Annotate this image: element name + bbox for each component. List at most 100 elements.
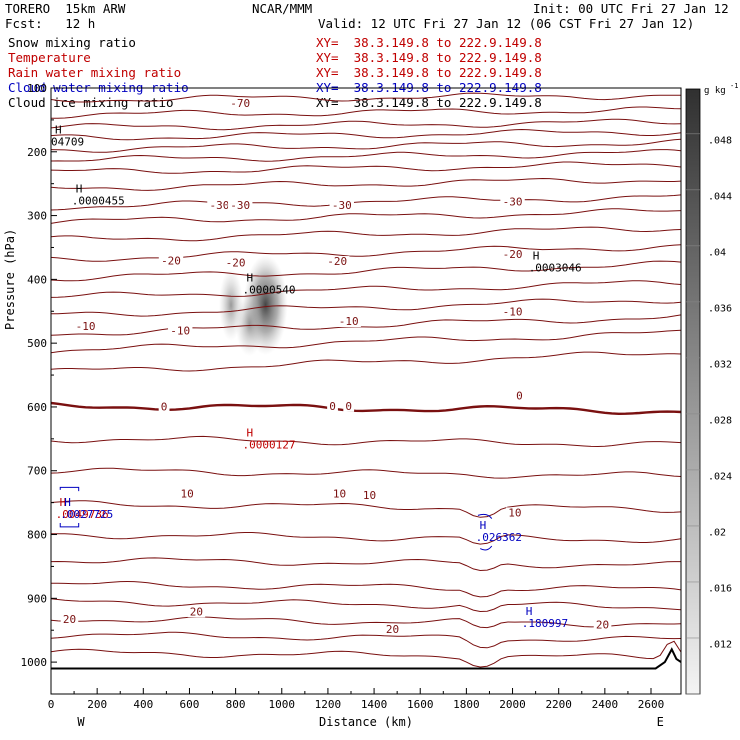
isotherm-label: 0	[516, 390, 523, 403]
isotherm-line	[51, 298, 682, 317]
isotherm-line	[51, 580, 682, 598]
isotherm-line	[50, 532, 682, 545]
y-tick-label: 600	[27, 401, 47, 414]
maximum-h-marker: H	[64, 496, 71, 509]
terrain-line	[51, 647, 682, 670]
field-name-rain: Rain water mixing ratio	[8, 65, 182, 80]
isotherm-line	[50, 161, 682, 174]
isotherm-label: 0	[345, 400, 352, 413]
colorbar-tick-label: .044	[708, 191, 732, 202]
isotherm-label: -10	[76, 320, 96, 333]
colorbar-unit: g kg	[704, 86, 726, 96]
field-maxima-labels: H.0000455H.0000540H.0003046H.0000127H.02…	[51, 123, 582, 630]
isotherm-label-bg	[514, 390, 525, 402]
maximum-h-marker: H	[533, 250, 540, 263]
cloud-water-contour-b	[479, 545, 493, 551]
x-tick-label: 400	[133, 698, 153, 711]
isotherm-label-bg	[207, 199, 232, 211]
maximum-value-label: .0000540	[243, 283, 296, 296]
colorbar-tick-label: .012	[708, 640, 732, 651]
maximum-h-marker: H	[526, 605, 533, 618]
y-tick-label: 700	[27, 465, 47, 478]
isotherm-label: -20	[327, 255, 347, 268]
isotherm-label-bg	[158, 401, 170, 413]
colorbar: .012 .016 .02 .024 .028 .032 .036 .04 .044 .048 g …	[685, 82, 738, 695]
isotherm-line	[50, 280, 682, 298]
isotherm-label-bg	[593, 619, 612, 631]
isotherm-label: -10	[339, 315, 359, 328]
isotherm-label-bg	[158, 255, 184, 267]
isotherm-line	[50, 128, 682, 141]
isotherm-line	[50, 435, 682, 448]
isotherm-label: 10	[363, 489, 376, 502]
colorbar-tick-label: .024	[708, 472, 732, 483]
isotherm-label-bg	[324, 256, 350, 268]
maximum-h-marker: H	[247, 426, 254, 439]
isotherm-line	[50, 557, 681, 572]
x-tick-label: 2000	[499, 698, 526, 711]
isotherm-label-bg	[383, 624, 402, 636]
plot-border	[50, 87, 682, 695]
init-time: Init: 00 UTC Fri 27 Jan 12	[533, 1, 729, 16]
cloud-water-contour-a	[477, 513, 493, 519]
isotherm-line	[50, 351, 682, 372]
west-endpoint-label: W	[77, 715, 85, 729]
isotherm-label-bg	[329, 199, 354, 211]
isotherm-label-bg	[228, 97, 253, 109]
isotherm-label-bg	[330, 488, 349, 500]
maximum-value-label: 04709	[51, 135, 84, 148]
valid-time: Valid: 12 UTC Fri 27 Jan 12 (06 CST Fri …	[318, 16, 695, 31]
y-tick-label: 100	[27, 82, 47, 95]
y-tick-label: 1000	[21, 656, 48, 669]
field-name-cloud-water: Cloud water mixing ratio	[8, 80, 189, 95]
snow-mixing-ratio-shading	[219, 254, 288, 357]
x-tick-label: 1400	[361, 698, 388, 711]
maximum-value-label: .026362	[476, 531, 522, 544]
maximum-value-label: .0049736	[56, 508, 109, 521]
isotherm-label-bg	[500, 306, 525, 318]
isotherm-line	[50, 467, 682, 479]
x-tick-label: 200	[87, 698, 107, 711]
isotherm-label: -30	[503, 196, 523, 209]
isotherm-label-bg	[500, 196, 525, 208]
isotherm-label-bg	[506, 507, 524, 519]
isotherm-label: -10	[503, 305, 523, 318]
isotherm-label: -20	[226, 256, 246, 269]
colorbar-tick-label: .032	[708, 359, 732, 370]
isotherm-label: 20	[63, 613, 76, 626]
x-tick-label: 1600	[407, 698, 434, 711]
isotherm-label-bg	[327, 400, 338, 412]
isotherm-label-bg	[178, 488, 196, 500]
x-tick-label: 2200	[545, 698, 572, 711]
isotherm-line	[50, 244, 682, 262]
maximum-value-label: .180997	[522, 617, 568, 630]
isotherm-label-bg	[500, 249, 525, 261]
x-tick-label: 800	[226, 698, 246, 711]
isotherm-label-bg	[60, 613, 79, 625]
isotherm-line	[50, 138, 682, 153]
maximum-value-label: .0003046	[529, 262, 582, 275]
maximum-value-label: .0027725	[60, 508, 113, 521]
colorbar-tick-label: .016	[708, 584, 732, 595]
east-endpoint-label: E	[657, 715, 664, 729]
isotherm-label: 10	[181, 487, 194, 500]
field-name-cloud-ice: Cloud ice mixing ratio	[8, 95, 174, 110]
isotherm-label: -70	[230, 97, 250, 110]
isotherm-line	[50, 92, 681, 103]
isotherm-label-bg	[73, 321, 98, 333]
y-tick-label: 900	[27, 592, 47, 605]
isotherm-line	[50, 640, 682, 668]
temperature-isotherms	[50, 92, 682, 670]
x-axis: 0 200 400 600 800 1000 1200 1400 1600 1800 2000 220…	[48, 688, 664, 729]
y-axis-title: Pressure (hPa)	[3, 229, 17, 330]
colorbar-tick-label: .04	[708, 247, 726, 258]
isotherm-label: 0	[161, 400, 168, 413]
isotherm-label-bg	[168, 325, 193, 337]
isotherm-label: -30	[210, 199, 230, 212]
isotherm-label: -30	[332, 199, 352, 212]
isotherm-line	[50, 194, 682, 211]
isotherm-label-bg	[187, 606, 206, 618]
isotherm-label-bg	[223, 257, 248, 269]
isotherm-line	[50, 616, 682, 629]
